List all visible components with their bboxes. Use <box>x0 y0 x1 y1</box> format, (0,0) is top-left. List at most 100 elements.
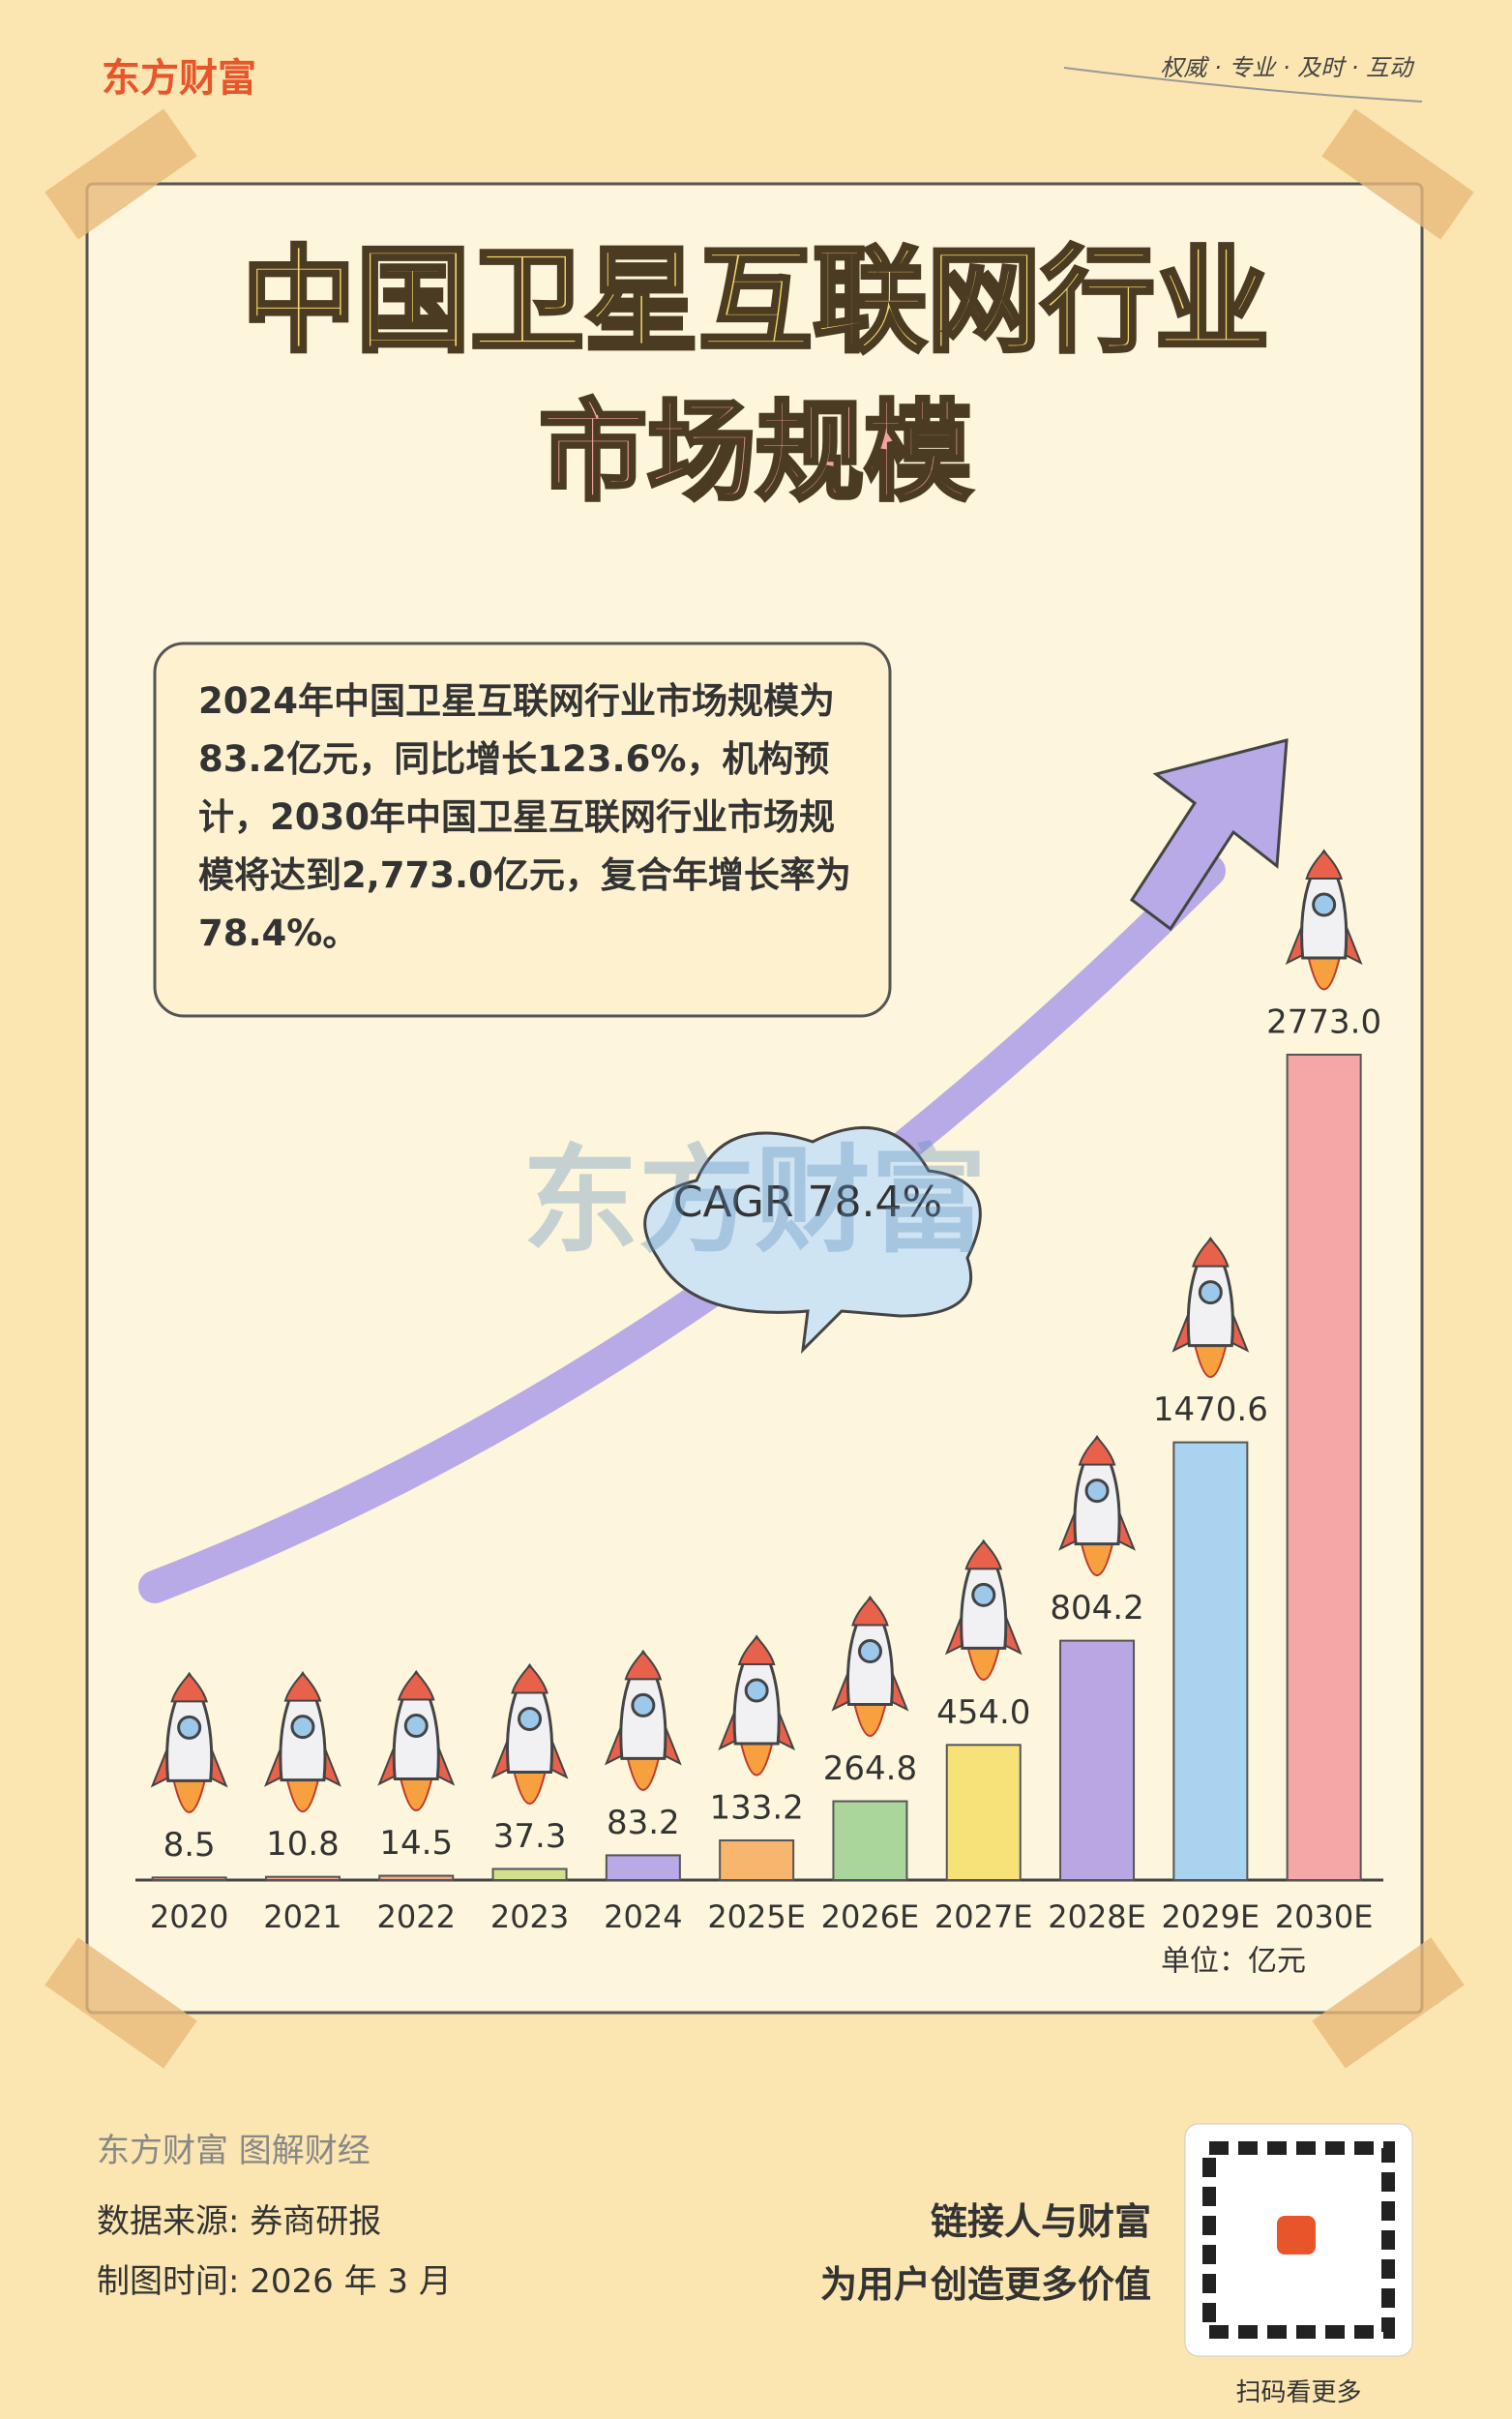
tape <box>44 108 197 240</box>
value-label: 2773.0 <box>1266 1003 1381 1042</box>
rocket <box>150 1671 228 1813</box>
x-tick-label: 2029E <box>1162 1898 1260 1935</box>
rocket-flame <box>626 1757 661 1791</box>
title-line1: 中国卫星互联网行业 <box>242 234 1269 368</box>
rocket-nose <box>851 1597 889 1627</box>
rocket-flame <box>966 1647 1001 1681</box>
watermark: 东方财富 <box>522 1135 987 1269</box>
rocket <box>490 1662 569 1806</box>
x-tick-label: 2024 <box>604 1898 682 1935</box>
unit-label: 单位：亿元 <box>1161 1945 1306 1979</box>
rocket-window <box>857 1639 882 1664</box>
bar <box>1172 1441 1249 1882</box>
rocket-flame <box>739 1743 774 1777</box>
underline <box>1063 67 1423 103</box>
x-tick-label: 2026E <box>821 1898 920 1935</box>
rocket <box>1058 1435 1136 1577</box>
qr-caption: 扫码看更多 <box>1235 2378 1362 2407</box>
value-label: 264.8 <box>823 1749 917 1788</box>
x-tick-label: 2025E <box>707 1898 806 1935</box>
qr-logo <box>1277 2216 1316 2255</box>
bar <box>605 1854 681 1882</box>
title-line2: 市场规模 <box>539 390 972 516</box>
cagr-cloud <box>643 1126 982 1355</box>
slogan: 权威 · 专业 · 及时 · 互动 <box>1160 54 1412 81</box>
rocket-nose <box>737 1635 776 1666</box>
value-label: 804.2 <box>1050 1589 1143 1628</box>
x-tick-label: 2023 <box>490 1898 569 1935</box>
rocket-nose <box>511 1664 548 1694</box>
value-label: 8.5 <box>163 1826 216 1865</box>
footer-date: 制图时间: 2026 年 3 月 <box>97 2262 452 2301</box>
rocket-nose <box>397 1671 435 1701</box>
rocket <box>718 1634 796 1777</box>
summary-text: 2024年中国卫星互联网行业市场规模为83.2亿元，同比增长123.6%，机构预… <box>198 680 851 954</box>
value-label: 454.0 <box>936 1693 1030 1732</box>
footer-slogan2: 为用户创造更多价值 <box>819 2263 1151 2306</box>
rocket-flame <box>513 1771 547 1806</box>
x-tick-label: 2020 <box>150 1898 228 1935</box>
footer-slogan1: 链接人与财富 <box>930 2200 1151 2243</box>
rocket-window <box>631 1692 656 1717</box>
rocket <box>264 1671 341 1813</box>
rocket-nose <box>283 1672 322 1702</box>
rocket-flame <box>1307 957 1341 991</box>
rocket-nose <box>624 1650 663 1681</box>
value-label: 14.5 <box>379 1824 453 1863</box>
rocket-flame <box>285 1778 320 1813</box>
rocket-window <box>1198 1280 1223 1305</box>
rocket <box>377 1669 456 1812</box>
bar <box>1286 1054 1362 1881</box>
rocket-window <box>518 1707 543 1732</box>
rocket-nose <box>964 1539 1003 1570</box>
x-tick-label: 2028E <box>1048 1898 1146 1935</box>
rocket-flame <box>1080 1542 1114 1577</box>
rocket-nose <box>170 1672 209 1703</box>
rocket-window <box>1312 892 1337 917</box>
rocket <box>1285 849 1363 991</box>
value-label: 83.2 <box>607 1804 680 1842</box>
bar <box>151 1876 227 1882</box>
rocket-nose <box>1078 1436 1116 1466</box>
rocket <box>944 1538 1023 1681</box>
rocket-nose <box>1191 1238 1230 1268</box>
arrow-head <box>1129 738 1289 932</box>
bar <box>719 1839 795 1882</box>
qr-pattern <box>1202 2141 1395 2339</box>
rocket <box>1171 1237 1250 1379</box>
footer-source: 数据来源: 券商研报 <box>97 2202 382 2241</box>
bar <box>378 1874 455 1882</box>
summary-box <box>153 642 892 1018</box>
rocket <box>831 1595 909 1738</box>
rocket-flame <box>853 1703 887 1738</box>
value-label: 37.3 <box>493 1817 567 1856</box>
bar <box>264 1875 341 1882</box>
rocket-window <box>177 1715 202 1740</box>
cagr-label: CAGR 78.4% <box>673 1178 942 1227</box>
x-tick-label: 2022 <box>377 1898 456 1935</box>
bar <box>491 1867 568 1881</box>
x-tick-label: 2030E <box>1275 1898 1374 1935</box>
rocket-flame <box>172 1779 206 1813</box>
bar <box>945 1744 1022 1881</box>
bar <box>1059 1639 1136 1881</box>
rocket-flame <box>1194 1344 1228 1379</box>
value-label: 10.8 <box>266 1825 340 1864</box>
tape <box>1312 1937 1465 2069</box>
tape <box>44 1937 197 2069</box>
brand: 东方财富 <box>102 56 256 101</box>
rocket-window <box>1084 1478 1110 1504</box>
value-label: 1470.6 <box>1153 1390 1268 1429</box>
rocket-window <box>290 1715 315 1740</box>
rocket-nose <box>1305 850 1344 880</box>
rocket-window <box>403 1714 429 1739</box>
rocket <box>604 1649 682 1791</box>
footer-brand: 东方财富 图解财经 <box>97 2132 371 2170</box>
value-label: 133.2 <box>709 1789 803 1828</box>
x-tick-label: 2027E <box>934 1898 1033 1935</box>
rocket-window <box>971 1582 996 1607</box>
x-tick-label: 2021 <box>263 1898 341 1935</box>
rocket-window <box>744 1678 769 1703</box>
